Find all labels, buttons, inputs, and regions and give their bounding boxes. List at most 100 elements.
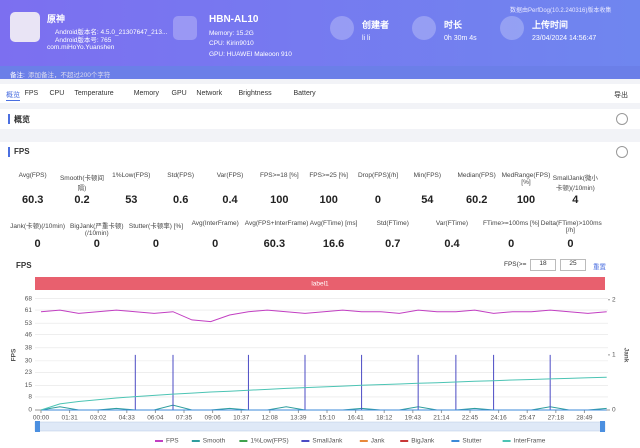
legend-label: 1%Low(FPS) <box>250 438 288 445</box>
x-tick-label: 04:33 <box>119 415 136 422</box>
tab[interactable]: CPU <box>49 90 65 97</box>
creator-icon <box>330 16 354 40</box>
stat-value: 0 <box>374 194 382 206</box>
legend-label: Jank <box>371 438 385 445</box>
stat-value: 100 <box>319 194 338 206</box>
stat-label: Var(FPS) <box>216 172 244 179</box>
stat-value: 0.2 <box>74 194 90 206</box>
scroll-handle[interactable] <box>600 421 605 432</box>
reset-button[interactable]: 重置 <box>593 264 606 271</box>
x-tick-label: 06:04 <box>147 415 164 422</box>
x-tick-label: 16:41 <box>347 415 364 422</box>
threshold-label: FPS(>= <box>504 261 527 268</box>
stat-value: 0 <box>508 238 515 250</box>
legend-item[interactable]: SmallJank <box>301 438 343 445</box>
x-tick-label: 09:06 <box>204 415 221 422</box>
duration-icon <box>412 16 436 40</box>
x-tick-label: 00:00 <box>33 415 50 422</box>
legend-label: InterFrame <box>514 438 546 445</box>
x-tick-label: 10:37 <box>233 415 250 422</box>
tab[interactable]: Brightness <box>238 90 272 97</box>
tab[interactable]: FPS <box>24 90 39 97</box>
cpu: CPU: Kirin9010 <box>209 40 254 47</box>
stat-label: Avg(FPS+InterFrame) <box>244 220 309 227</box>
legend-item[interactable]: Smooth <box>191 438 226 445</box>
overview-section: 概览 <box>0 109 640 129</box>
x-tick-label: 12:08 <box>262 415 279 422</box>
y-tick-label: 38 <box>25 344 33 351</box>
y2-tick-label: 2 <box>612 296 616 303</box>
package: com.miHoYo.Yuanshen <box>47 44 115 51</box>
export-button[interactable]: 导出 <box>614 92 628 99</box>
app-name: 原神 <box>47 14 66 24</box>
stat-value: 4 <box>572 194 579 206</box>
y-tick-label: 61 <box>25 307 33 314</box>
stat-label: Avg(FTime) [ms] <box>309 220 358 227</box>
tab[interactable]: Network <box>196 90 223 97</box>
y2-axis-title: Jank <box>622 348 629 363</box>
threshold-input[interactable]: 25 <box>560 259 586 271</box>
scroll-handle[interactable] <box>35 421 40 432</box>
legend-item[interactable]: 1%Low(FPS) <box>239 438 289 445</box>
x-tick-label: 27:18 <box>548 415 565 422</box>
x-tick-label: 28:49 <box>576 415 593 422</box>
threshold-input[interactable]: 18 <box>530 259 556 271</box>
y-tick-label: 46 <box>25 331 33 338</box>
upload-icon <box>500 16 524 40</box>
stat-label: Avg(FPS) <box>18 172 47 179</box>
x-tick-label: 15:10 <box>319 415 336 422</box>
app-icon <box>10 12 40 42</box>
stat-value: 0.7 <box>385 238 401 250</box>
legend-item[interactable]: BigJank <box>400 438 435 445</box>
x-tick-label: 24:16 <box>490 415 507 422</box>
x-tick-label: 19:43 <box>405 415 422 422</box>
legend-item[interactable]: Jank <box>359 438 385 445</box>
series-line <box>40 376 607 411</box>
version-code: Android版本号: 765 <box>55 37 112 44</box>
legend-label: SmallJank <box>312 438 343 445</box>
legend-item[interactable]: InterFrame <box>502 438 546 445</box>
legend-label: Smooth <box>203 438 226 445</box>
x-tick-label: 25:47 <box>519 415 536 422</box>
stat-label: SmallJank(微小卡顿)(/10min) <box>552 175 598 192</box>
tab[interactable]: GPU <box>171 90 187 97</box>
note-placeholder[interactable]: 添加备注，不超过200个字符 <box>28 72 111 79</box>
legend-item[interactable]: FPS <box>155 438 179 445</box>
tab[interactable]: 概览 <box>6 92 20 101</box>
gpu: GPU: HUAWEI Maleoon 910 <box>209 51 292 58</box>
device-icon <box>173 16 197 40</box>
stat-label: Delta(FTime)>100ms [/h] <box>540 220 602 234</box>
tab-bar: 导出 概览 FPS CPU Temperature Memory GPU Network Br… <box>0 84 640 103</box>
legend-item[interactable]: Stutter <box>451 438 482 445</box>
collapse-button[interactable] <box>616 113 628 125</box>
stat-label: Std(FTime) <box>376 220 409 227</box>
legend-label: Stutter <box>462 438 482 445</box>
note-bar[interactable]: 备注: 添加备注，不超过200个字符 <box>0 66 640 79</box>
header: 原神 Android版本名: 4.5.0_21307647_213... And… <box>0 0 640 66</box>
tab[interactable]: Temperature <box>74 90 114 97</box>
y2-tick-label: 0 <box>612 407 616 414</box>
x-tick-label: 21:14 <box>433 415 450 422</box>
upload-time: 23/04/2024 14:56:47 <box>532 35 597 42</box>
collapse-button[interactable] <box>616 146 628 158</box>
stat-label: Drop(FPS)[/h] <box>357 172 399 179</box>
y-tick-label: 23 <box>25 369 33 376</box>
tab[interactable]: Memory <box>133 90 159 97</box>
legend-label: FPS <box>166 438 179 445</box>
stat-value: 0 <box>34 238 41 250</box>
y2-tick-label: 1 <box>612 352 616 359</box>
y-axis-title: FPS <box>11 348 18 361</box>
y-tick-label: 53 <box>25 320 33 327</box>
x-tick-label: 03:02 <box>90 415 107 422</box>
note-label: 备注: <box>10 72 25 79</box>
series-line <box>40 309 607 323</box>
creator-label: 创建者 <box>362 20 390 30</box>
label-band-text: label1 <box>311 281 329 288</box>
stat-value: 100 <box>516 194 536 206</box>
creator: li li <box>362 35 371 42</box>
stat-label: Jank(卡顿)(/10min) <box>10 223 66 230</box>
stat-value: 0 <box>567 238 574 250</box>
tab[interactable]: Battery <box>293 90 316 97</box>
stat-label: FPS>=18 [%] <box>259 172 299 179</box>
stat-label: Std(FPS) <box>167 172 195 179</box>
